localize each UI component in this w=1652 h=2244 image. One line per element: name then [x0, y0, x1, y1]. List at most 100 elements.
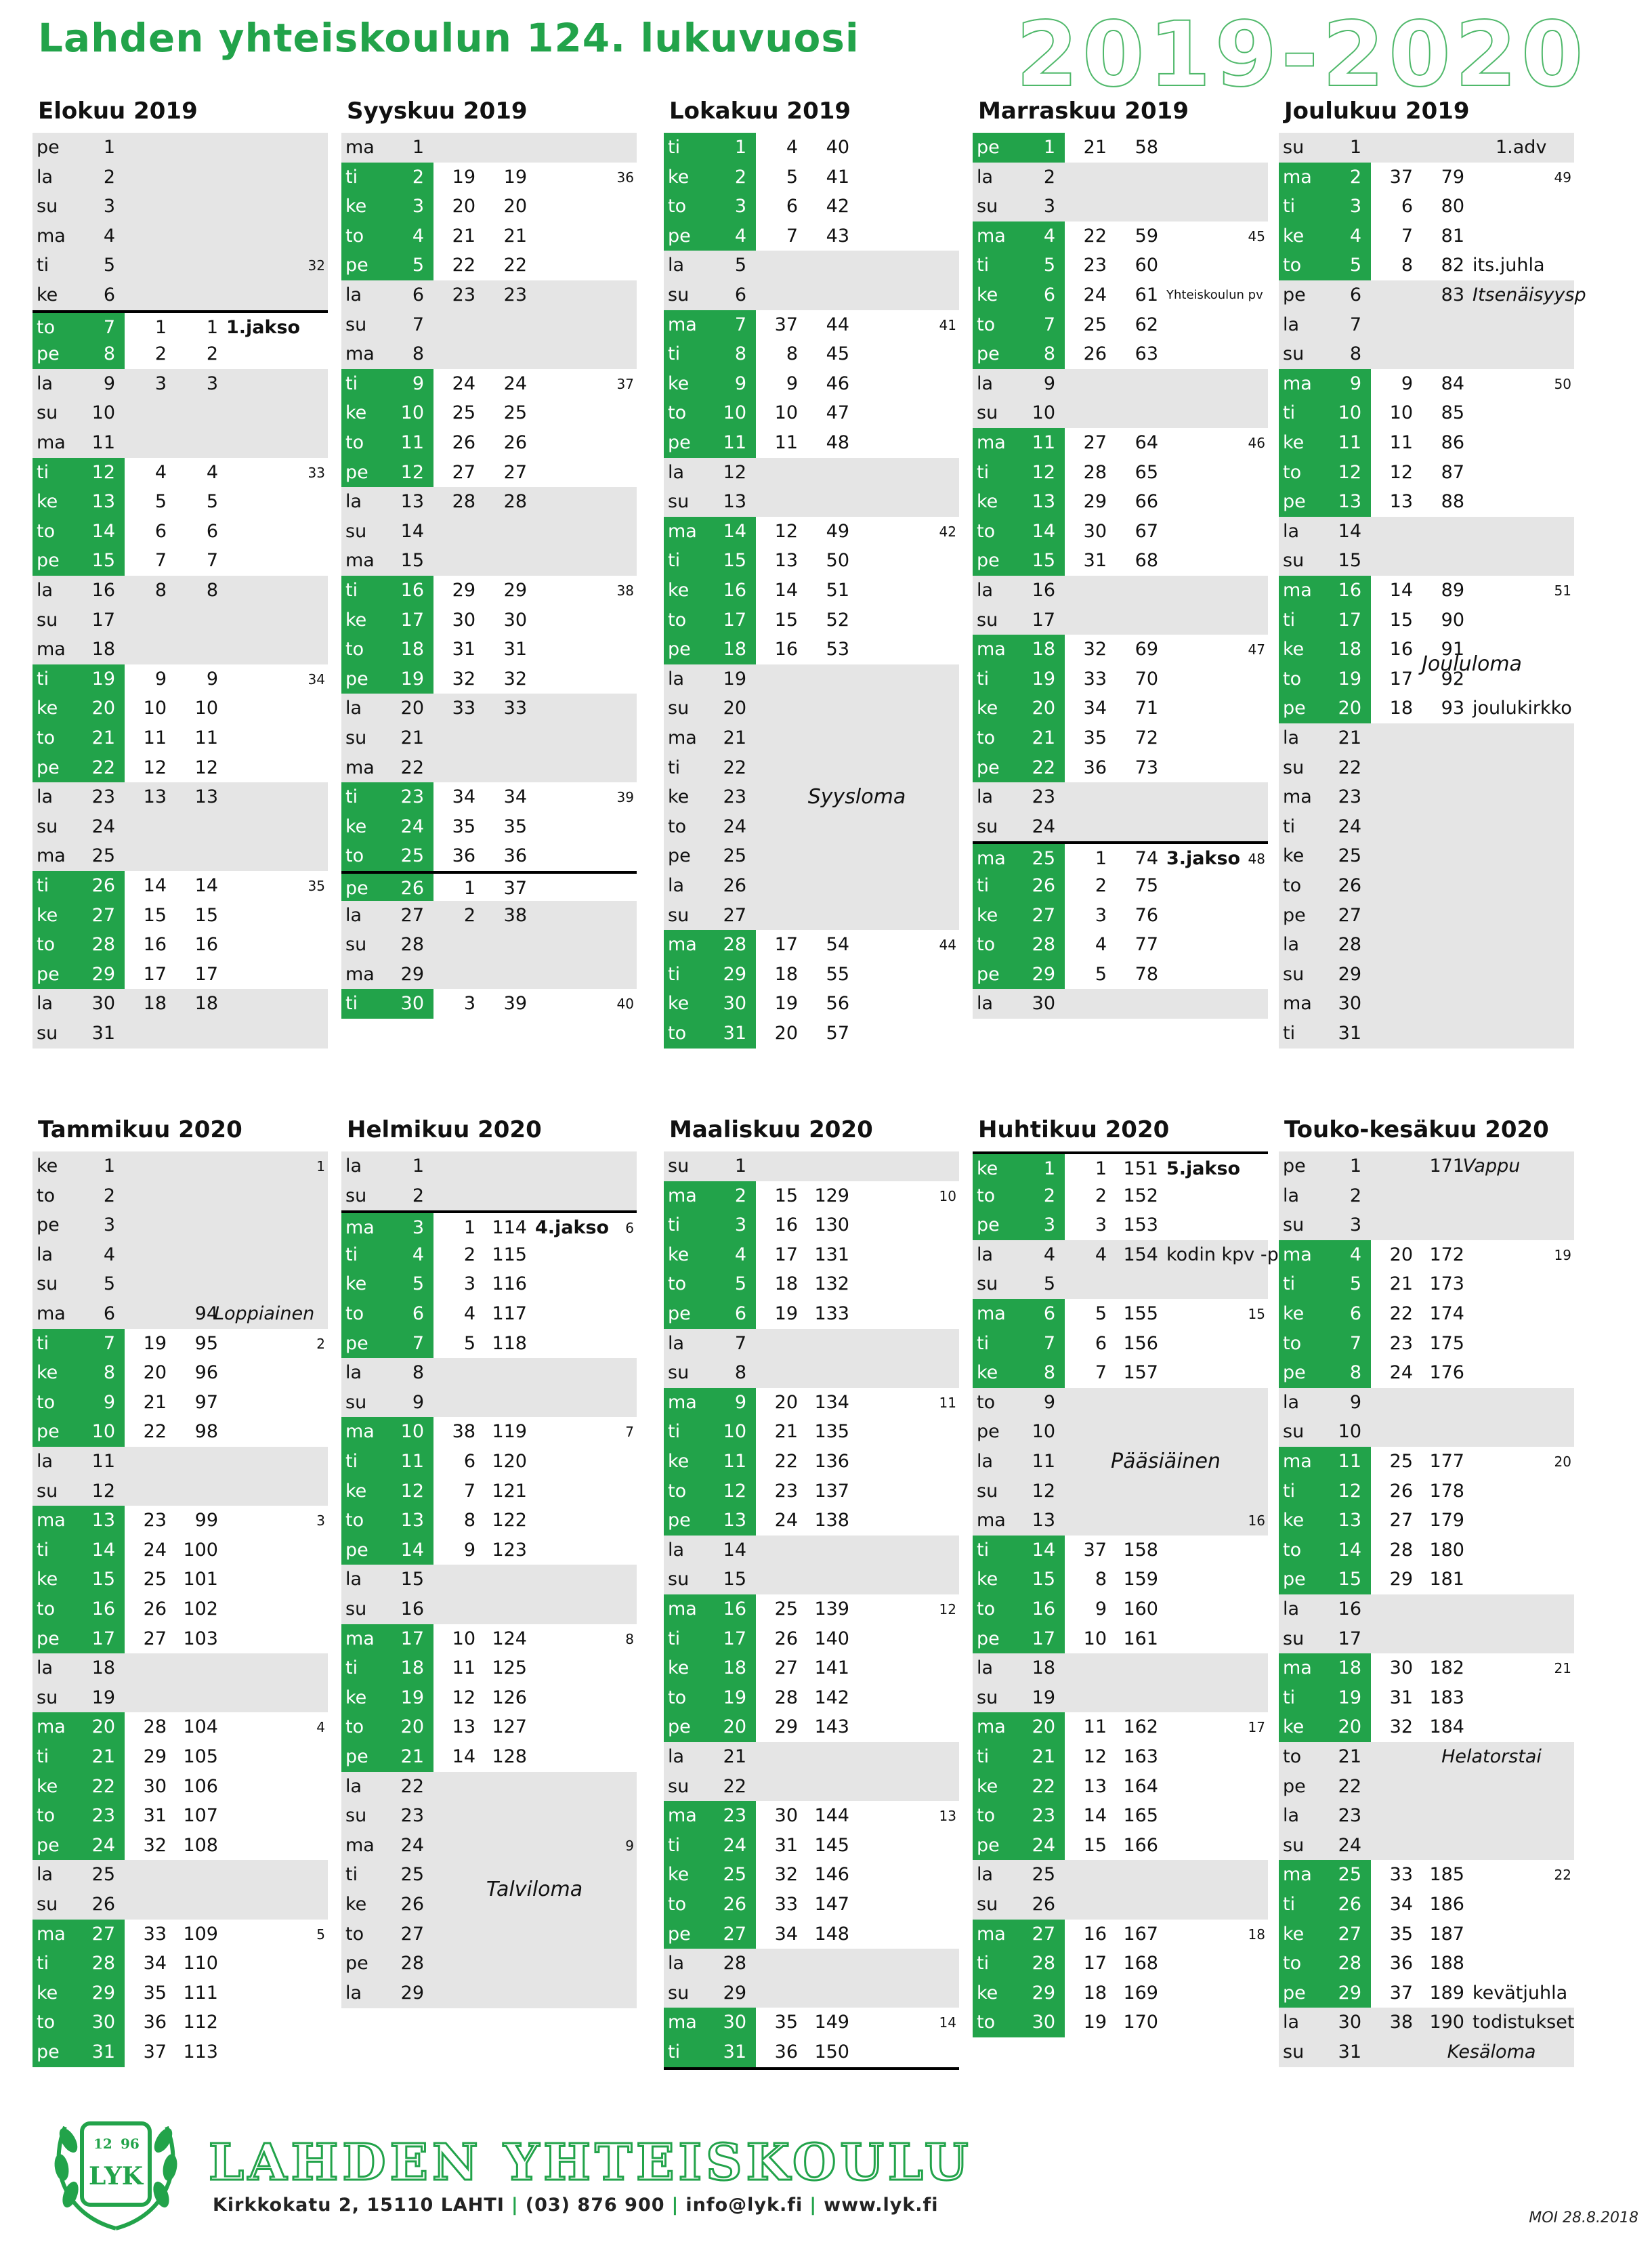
school-day-marker — [1279, 635, 1371, 665]
day-row: to 20 13 127 — [341, 1712, 637, 1743]
weekday-abbrev: ma — [37, 432, 66, 453]
day-number: 14 — [1338, 1539, 1361, 1561]
school-day-marker — [1279, 192, 1371, 222]
day-number: 30 — [1338, 993, 1361, 1015]
day-row: pe 10 22 98 — [33, 1417, 328, 1447]
year-day-count: 131 — [814, 1244, 849, 1265]
day-number: 23 — [400, 786, 424, 808]
weekday-abbrev: la — [977, 166, 994, 188]
weekday-abbrev: ke — [1283, 845, 1305, 867]
period-day-count: 23 — [1083, 255, 1107, 276]
day-number: 4 — [103, 225, 115, 247]
week-number: 7 — [625, 1424, 634, 1441]
day-number: 17 — [1032, 1628, 1055, 1649]
day-number: 24 — [1338, 816, 1361, 837]
period-day-count: 27 — [774, 1657, 798, 1679]
weekday-abbrev: ma — [345, 1628, 375, 1649]
week-number: 22 — [1554, 1867, 1571, 1884]
day-number: 9 — [734, 373, 746, 394]
week-number: 37 — [616, 375, 634, 392]
day-row: la 9 — [973, 368, 1268, 399]
weekday-abbrev: to — [345, 1923, 364, 1945]
year-day-count: 104 — [183, 1716, 218, 1738]
weekday-abbrev: su — [345, 1599, 367, 1620]
day-row: ma 21 — [664, 723, 959, 753]
day-row: to 28 16 16 — [33, 930, 328, 960]
period-day-count: 8 — [1095, 1569, 1107, 1590]
weekday-abbrev: ma — [668, 314, 697, 335]
school-day-marker — [1279, 428, 1371, 458]
year-day-count: 161 — [1123, 1628, 1158, 1649]
weekday-abbrev: ma — [977, 1716, 1006, 1738]
day-row: pe 5 22 22 — [341, 251, 637, 281]
day-row: ti 5 23 60 — [973, 251, 1268, 281]
year-day-count: 172 — [1429, 1244, 1464, 1265]
day-row: ma 23 30 144 13 — [664, 1801, 959, 1832]
school-day-marker — [973, 1154, 1065, 1184]
weekday-abbrev: la — [668, 875, 685, 896]
school-day-marker — [1279, 251, 1371, 281]
year-day-count: 33 — [503, 698, 527, 719]
email-link[interactable]: info@lyk.fi — [685, 2195, 803, 2216]
week-number: 50 — [1554, 375, 1571, 392]
day-number: 23 — [1032, 1805, 1055, 1827]
weekday-abbrev: ti — [977, 875, 990, 896]
year-day-count: 6 — [206, 520, 218, 542]
year-day-count: 17 — [194, 963, 218, 985]
day-row: to 19 28 142 — [664, 1682, 959, 1713]
period-day-count: 15 — [774, 609, 798, 631]
weekday-abbrev: ma — [345, 343, 375, 365]
weekday-abbrev: ti — [345, 1244, 358, 1265]
period-day-count: 34 — [774, 1923, 798, 1945]
period-day-count: 1 — [1095, 1158, 1107, 1179]
day-number: 27 — [400, 904, 424, 926]
school-day-marker — [664, 221, 756, 251]
day-number: 13 — [1338, 1510, 1361, 1531]
day-row: ti 15 13 50 — [664, 546, 959, 576]
day-row: la 19 — [664, 664, 959, 694]
day-number: 8 — [412, 343, 424, 365]
school-day-marker — [341, 664, 433, 694]
web-link[interactable]: www.lyk.fi — [824, 2195, 939, 2216]
school-day-marker — [1279, 1358, 1371, 1389]
year-day-count: 130 — [814, 1214, 849, 1236]
period-day-count: 10 — [143, 698, 167, 719]
weekday-abbrev: pe — [977, 1214, 1000, 1236]
year-day-count: 101 — [183, 1569, 218, 1590]
day-number: 18 — [1338, 639, 1361, 660]
period-day-count: 38 — [452, 1421, 475, 1443]
day-row: to 3 6 42 — [664, 192, 959, 222]
day-number: 30 — [1338, 2012, 1361, 2033]
weekday-abbrev: la — [345, 904, 362, 926]
day-number: 28 — [1338, 1953, 1361, 1974]
school-day-marker — [33, 1506, 125, 1536]
year-day-count: 165 — [1123, 1805, 1158, 1827]
day-row: su 7 — [341, 310, 637, 340]
day-number: 14 — [400, 520, 424, 542]
day-number: 29 — [1032, 1982, 1055, 2004]
day-number: 13 — [1032, 1510, 1055, 1531]
year-day-count: 52 — [826, 609, 849, 631]
day-row: la 21 — [664, 1742, 959, 1772]
period-day-count: 4 — [463, 1303, 475, 1324]
day-row: su 24 — [33, 811, 328, 842]
period-day-count: 35 — [452, 816, 475, 837]
day-row: ma 17 10 124 8 — [341, 1624, 637, 1654]
school-day-marker — [33, 1624, 125, 1654]
school-day-marker — [33, 1594, 125, 1624]
address-text: Kirkkokatu 2, 15110 LAHTI — [213, 2195, 505, 2216]
day-row: ti 10 21 135 — [664, 1417, 959, 1447]
day-row: su 24 — [973, 811, 1268, 842]
weekday-abbrev: ke — [977, 1158, 998, 1179]
day-number: 5 — [103, 1273, 115, 1295]
weekday-abbrev: ti — [345, 1451, 358, 1472]
day-number: 11 — [400, 1451, 424, 1472]
period-day-count: 5 — [1095, 1303, 1107, 1324]
weekday-abbrev: pe — [1283, 1775, 1306, 1797]
period-day-count: 16 — [143, 934, 167, 956]
school-day-marker — [33, 871, 125, 901]
weekday-abbrev: ke — [345, 1273, 367, 1295]
weekday-abbrev: ke — [977, 904, 998, 926]
day-row: to 5 18 132 — [664, 1269, 959, 1300]
year-day-count: 79 — [1441, 166, 1464, 188]
